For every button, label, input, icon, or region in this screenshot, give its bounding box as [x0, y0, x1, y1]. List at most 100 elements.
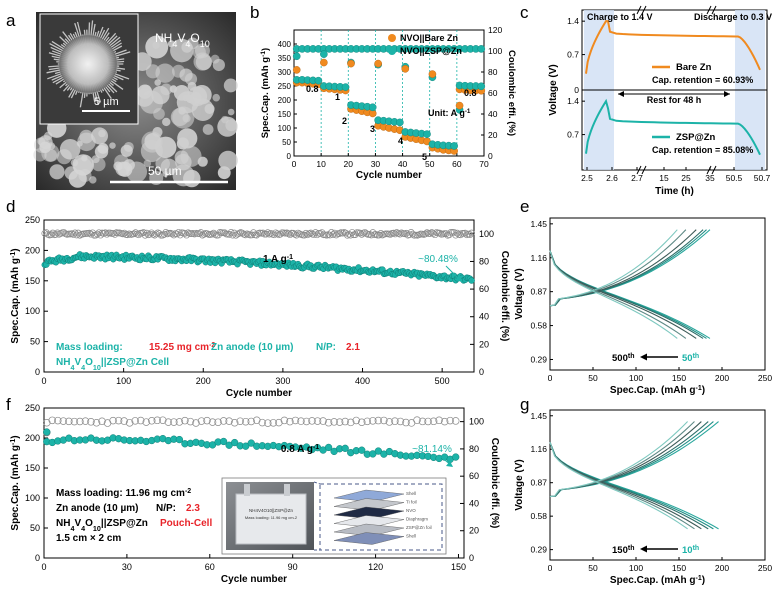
- ce-point: [221, 229, 229, 237]
- sem-particle: [137, 84, 153, 99]
- x-axis-title: Cycle number: [356, 170, 422, 181]
- ce-point: [316, 230, 324, 237]
- mass-loading-value: 15.25 mg cm-2: [149, 342, 215, 354]
- y-axis-title: Voltage (V): [548, 64, 559, 115]
- legend-marker-zsp: [388, 47, 396, 55]
- pouch-photo-cell: [235, 493, 307, 545]
- panel-letter-a: a: [6, 11, 16, 30]
- y-tick-label: 250: [278, 82, 292, 91]
- annotation-discharge: Discharge to 0.3 V: [694, 12, 772, 22]
- ce-point: [121, 229, 128, 237]
- ce-point: [162, 229, 170, 236]
- ce-point: [457, 231, 464, 239]
- ce-point: [273, 230, 281, 238]
- ce-point: [184, 229, 192, 237]
- ce-point: [297, 417, 305, 425]
- ce-point: [98, 417, 106, 426]
- x-tick-label: 10: [316, 159, 326, 169]
- ce-point: [125, 230, 133, 238]
- x-tick-label: 50: [588, 373, 598, 383]
- y2-tick-label: 60: [488, 88, 498, 98]
- ce-point: [230, 229, 238, 237]
- y-tick-label: 100: [25, 306, 40, 316]
- sem-material-label: NH4V4O10: [155, 31, 210, 49]
- x-tick-label: 30: [122, 562, 132, 572]
- charge-curve: [549, 229, 704, 307]
- y-axis-title: Spec.Cap. (mAh g-1): [10, 435, 22, 530]
- discharge-curve: [549, 250, 697, 339]
- y-tick-label: 250: [25, 215, 40, 225]
- sem-particle: [218, 150, 238, 171]
- ce-point: [363, 417, 372, 426]
- panel-letter-f: f: [6, 395, 11, 414]
- retention-note-bare: Cap. retention = 60.93%: [652, 75, 753, 85]
- np-label: N/P:: [316, 342, 336, 353]
- sem-particle: [70, 158, 79, 167]
- x-tick-label: 35: [705, 173, 715, 183]
- y2-tick-label: 20: [469, 526, 479, 536]
- ce-point: [342, 229, 350, 237]
- sem-particle: [204, 103, 215, 114]
- pouch-photo-tab: [284, 484, 290, 496]
- x-tick-label: 15: [659, 173, 669, 183]
- panel-e-voltage-profile-chart: 0 50 100 150 200 250 0.29 0.58 0.87 1.16 1.45 Spec.…: [514, 217, 772, 396]
- capacity-point: [468, 277, 475, 284]
- axis-break: [636, 5, 642, 15]
- ce-point: [418, 417, 427, 426]
- np-label: N/P:: [156, 503, 176, 514]
- y-tick-label: 0.7: [567, 130, 579, 140]
- y-axis-title: Voltage (V): [514, 459, 525, 510]
- ce-point: [149, 230, 157, 238]
- panel-g-pouch-voltage-profile-chart: 0 50 100 150 200 250 0.29 0.58 0.87 1.16 1.45 Spec.…: [514, 409, 772, 586]
- sem-particle: [180, 145, 202, 167]
- ce-outlier-bare: [428, 70, 437, 78]
- ce-point: [304, 231, 311, 239]
- discharge-curve: [549, 442, 709, 530]
- y2-tick-label: 40: [469, 498, 479, 508]
- panel-letter-b: b: [250, 3, 259, 22]
- y-tick-label: 400: [278, 40, 292, 49]
- ce-point: [396, 230, 404, 238]
- ce-point: [94, 230, 101, 238]
- ce-point: [393, 229, 401, 236]
- y-tick-label: 150: [25, 276, 40, 286]
- ce-point: [458, 229, 466, 237]
- legend-label-bare: Bare Zn: [676, 62, 712, 73]
- mass-loading-label: Mass loading: 11.96 mg cm-2: [56, 488, 191, 500]
- y2-tick-label: 80: [479, 256, 489, 266]
- x-tick-label: 250: [758, 563, 772, 573]
- y-tick-label: 1.4: [567, 96, 579, 106]
- charge-curve: [549, 421, 688, 498]
- panel-letter-c: c: [520, 3, 529, 22]
- ce-point: [275, 418, 283, 427]
- x-tick-label: 150: [672, 373, 686, 383]
- ce-point: [120, 417, 128, 425]
- ce-outlier-bare: [374, 59, 382, 68]
- y-tick-label: 0.87: [530, 478, 547, 488]
- ce-point: [47, 231, 55, 238]
- ce-point: [336, 230, 343, 237]
- sem-particle: [227, 108, 235, 116]
- pouch-cell-label: Pouch-Cell: [160, 518, 212, 529]
- ce-point: [230, 418, 239, 427]
- ce-point: [159, 416, 167, 424]
- ce-point: [130, 230, 138, 238]
- ce-point-zsp: [477, 45, 486, 53]
- ce-point: [308, 417, 316, 425]
- ce-point: [148, 417, 156, 425]
- ce-point: [289, 229, 297, 237]
- ce-point: [452, 231, 460, 239]
- ce-point: [335, 418, 344, 426]
- ce-point: [385, 418, 394, 426]
- ce-point: [302, 417, 311, 426]
- panel-a-sem-image: NH4V4O10 5 µm 50 µm: [33, 12, 238, 190]
- ce-point: [286, 231, 294, 239]
- x-tick-label: 0: [548, 563, 553, 573]
- legend-label-zsp: NVO||ZSP@Zn: [400, 46, 462, 56]
- capacity-point-zsp: [477, 82, 486, 91]
- ce-point: [267, 230, 275, 237]
- ce-point: [114, 416, 123, 425]
- x-tick-label: 100: [629, 563, 643, 573]
- ce-point: [264, 229, 272, 236]
- y-tick-label: 50: [30, 337, 40, 347]
